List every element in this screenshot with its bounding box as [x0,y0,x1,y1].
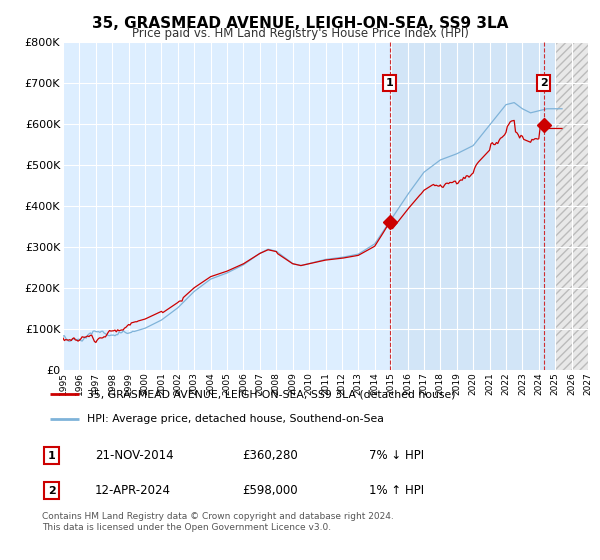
Bar [555,42,596,370]
Text: 21-NOV-2014: 21-NOV-2014 [95,449,173,462]
Text: 12-APR-2024: 12-APR-2024 [95,484,171,497]
Text: Price paid vs. HM Land Registry's House Price Index (HPI): Price paid vs. HM Land Registry's House … [131,27,469,40]
Text: 35, GRASMEAD AVENUE, LEIGH-ON-SEA, SS9 3LA: 35, GRASMEAD AVENUE, LEIGH-ON-SEA, SS9 3… [92,16,508,31]
Text: 1: 1 [47,451,55,461]
Bar [390,42,555,370]
Bar [555,42,596,370]
Text: 2: 2 [47,486,55,496]
Text: 2: 2 [539,78,547,88]
Text: Contains HM Land Registry data © Crown copyright and database right 2024.
This d: Contains HM Land Registry data © Crown c… [42,512,394,532]
Text: 7% ↓ HPI: 7% ↓ HPI [370,449,424,462]
Text: 1% ↑ HPI: 1% ↑ HPI [370,484,424,497]
Text: 1: 1 [386,78,394,88]
Text: HPI: Average price, detached house, Southend-on-Sea: HPI: Average price, detached house, Sout… [87,414,384,424]
Text: £360,280: £360,280 [242,449,298,462]
Text: £598,000: £598,000 [242,484,298,497]
Text: 35, GRASMEAD AVENUE, LEIGH-ON-SEA, SS9 3LA (detached house): 35, GRASMEAD AVENUE, LEIGH-ON-SEA, SS9 3… [87,389,455,399]
